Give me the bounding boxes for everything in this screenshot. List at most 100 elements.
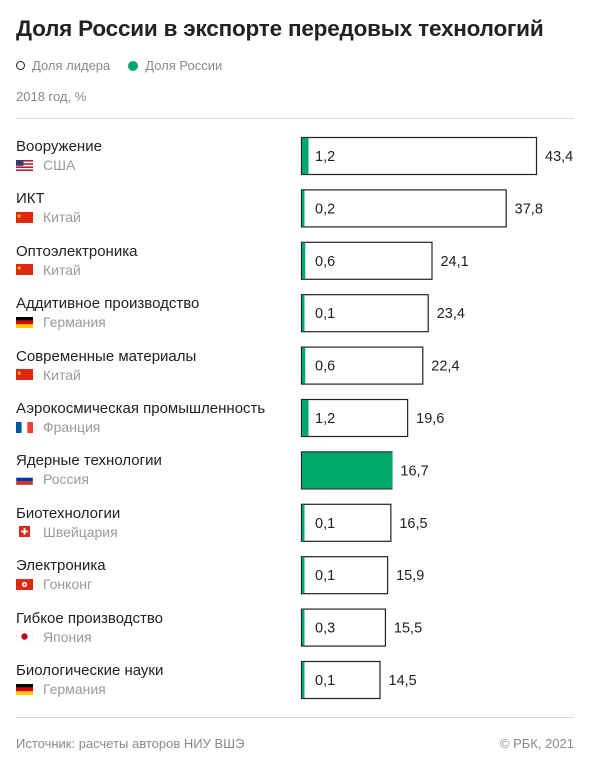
russia-share-bar — [302, 347, 306, 384]
leader-share-bar — [300, 136, 538, 176]
chart-title: Доля России в экспорте передовых техноло… — [16, 16, 544, 41]
leader-share-bar — [300, 294, 429, 333]
leader-country: Швейцария — [16, 524, 118, 540]
category-label: Гибкое производство — [16, 609, 163, 627]
us-flag-icon — [16, 159, 33, 171]
leader-share-bar — [300, 556, 389, 595]
leader-share-bar — [300, 503, 392, 542]
russia-share-bar — [302, 400, 309, 436]
legend-open-circle-icon — [16, 61, 25, 70]
copyright: © РБК, 2021 — [499, 736, 574, 751]
category-label: Аэрокосмическая промышленность — [16, 400, 266, 417]
leader-country-name: Швейцария — [43, 523, 118, 540]
leader-value-label: 16,7 — [400, 463, 428, 479]
category-label: Биологические науки — [16, 662, 164, 679]
category-label: Современные материалы — [16, 347, 197, 365]
russia-value-label: 1,2 — [315, 411, 335, 427]
leader-country: Германия — [16, 314, 106, 330]
russia-share-bar — [302, 609, 305, 646]
russia-share-bar — [302, 557, 305, 594]
leader-value-label: 19,6 — [416, 411, 444, 427]
leader-share-bar — [300, 398, 409, 438]
ch-flag-icon — [16, 526, 33, 538]
legend: Доля лидера Доля России — [16, 58, 240, 73]
russia-value-label: 0,1 — [315, 306, 335, 322]
category-label: ИКТ — [16, 190, 45, 208]
category-label: Вооружение — [16, 138, 102, 155]
russia-value-label: 0,1 — [315, 673, 335, 689]
leader-share-bar — [300, 241, 433, 280]
category-label: Оптоэлектроника — [16, 242, 138, 260]
cn-flag-icon — [16, 369, 33, 381]
leader-country-name: Китай — [43, 261, 81, 278]
leader-value-label: 15,5 — [394, 621, 422, 637]
leader-value-label: 16,5 — [399, 516, 427, 532]
leader-country-name: Китай — [43, 366, 81, 383]
leader-country: Китай — [16, 209, 81, 225]
category-label: Аддитивное производство — [16, 295, 200, 313]
legend-item-russia: Доля России — [128, 58, 222, 73]
de-flag-icon — [16, 683, 33, 695]
legend-label-leader: Доля лидера — [32, 58, 111, 73]
category-label: Электроника — [16, 557, 106, 575]
leader-share-bar — [300, 660, 381, 700]
top-divider — [16, 118, 574, 119]
leader-country-name: США — [43, 157, 76, 173]
legend-item-leader: Доля лидера — [16, 58, 110, 73]
russia-share-bar — [302, 662, 305, 698]
leader-country-name: Германия — [43, 681, 106, 697]
jp-flag-icon — [16, 631, 33, 643]
leader-country: Франция — [16, 419, 100, 435]
russia-share-bar — [302, 138, 309, 174]
russia-share-bar — [302, 190, 305, 227]
russia-value-label: 0,6 — [315, 359, 335, 375]
leader-country: США — [16, 157, 75, 173]
russia-share-bar — [302, 295, 305, 332]
leader-country: Россия — [16, 471, 89, 487]
leader-country-name: Франция — [43, 419, 101, 435]
cn-flag-icon — [16, 211, 33, 223]
hk-flag-icon — [16, 578, 33, 590]
leader-country: Гонконг — [16, 576, 92, 592]
leader-value-label: 23,4 — [437, 306, 465, 322]
russia-value-label: 0,6 — [315, 254, 335, 270]
leader-country-name: Гонконг — [43, 576, 93, 593]
legend-filled-circle-icon — [128, 60, 139, 71]
leader-country-name: Япония — [43, 628, 92, 645]
leader-value-label: 15,9 — [396, 568, 424, 584]
leader-country-name: Германия — [43, 314, 106, 331]
category-label: Ядерные технологии — [16, 452, 162, 470]
leader-country-name: Россия — [43, 471, 89, 488]
leader-share-bar — [300, 608, 387, 647]
russia-value-label: 0,3 — [315, 621, 335, 637]
chart-subtitle: 2018 год, % — [16, 89, 87, 104]
russia-share-bar — [302, 452, 393, 489]
leader-value-label: 22,4 — [431, 359, 459, 375]
leader-share-bar — [300, 346, 424, 385]
cn-flag-icon — [16, 264, 33, 276]
leader-value-label: 37,8 — [515, 201, 543, 217]
russia-value-label: 0,1 — [315, 568, 335, 584]
russia-value-label: 0,1 — [315, 516, 335, 532]
russia-share-bar — [302, 242, 306, 279]
leader-country: Япония — [16, 629, 92, 645]
russia-share-bar — [302, 504, 305, 541]
leader-country-name: Китай — [43, 209, 81, 226]
fr-flag-icon — [16, 421, 33, 433]
leader-value-label: 43,4 — [545, 149, 573, 165]
leader-country: Германия — [16, 681, 106, 697]
leader-share-bar — [300, 189, 507, 228]
category-label: Биотехнологии — [16, 504, 121, 522]
bottom-divider — [16, 717, 574, 718]
de-flag-icon — [16, 316, 33, 328]
leader-country: Китай — [16, 262, 81, 278]
legend-label-russia: Доля России — [145, 58, 223, 73]
leader-country: Китай — [16, 367, 81, 383]
leader-value-label: 14,5 — [389, 673, 417, 689]
russia-value-label: 0,2 — [315, 201, 335, 217]
ru-flag-icon — [16, 473, 33, 485]
russia-value-label: 1,2 — [315, 149, 335, 165]
leader-value-label: 24,1 — [440, 254, 468, 270]
source-note: Источник: расчеты авторов НИУ ВШЭ — [16, 736, 245, 751]
